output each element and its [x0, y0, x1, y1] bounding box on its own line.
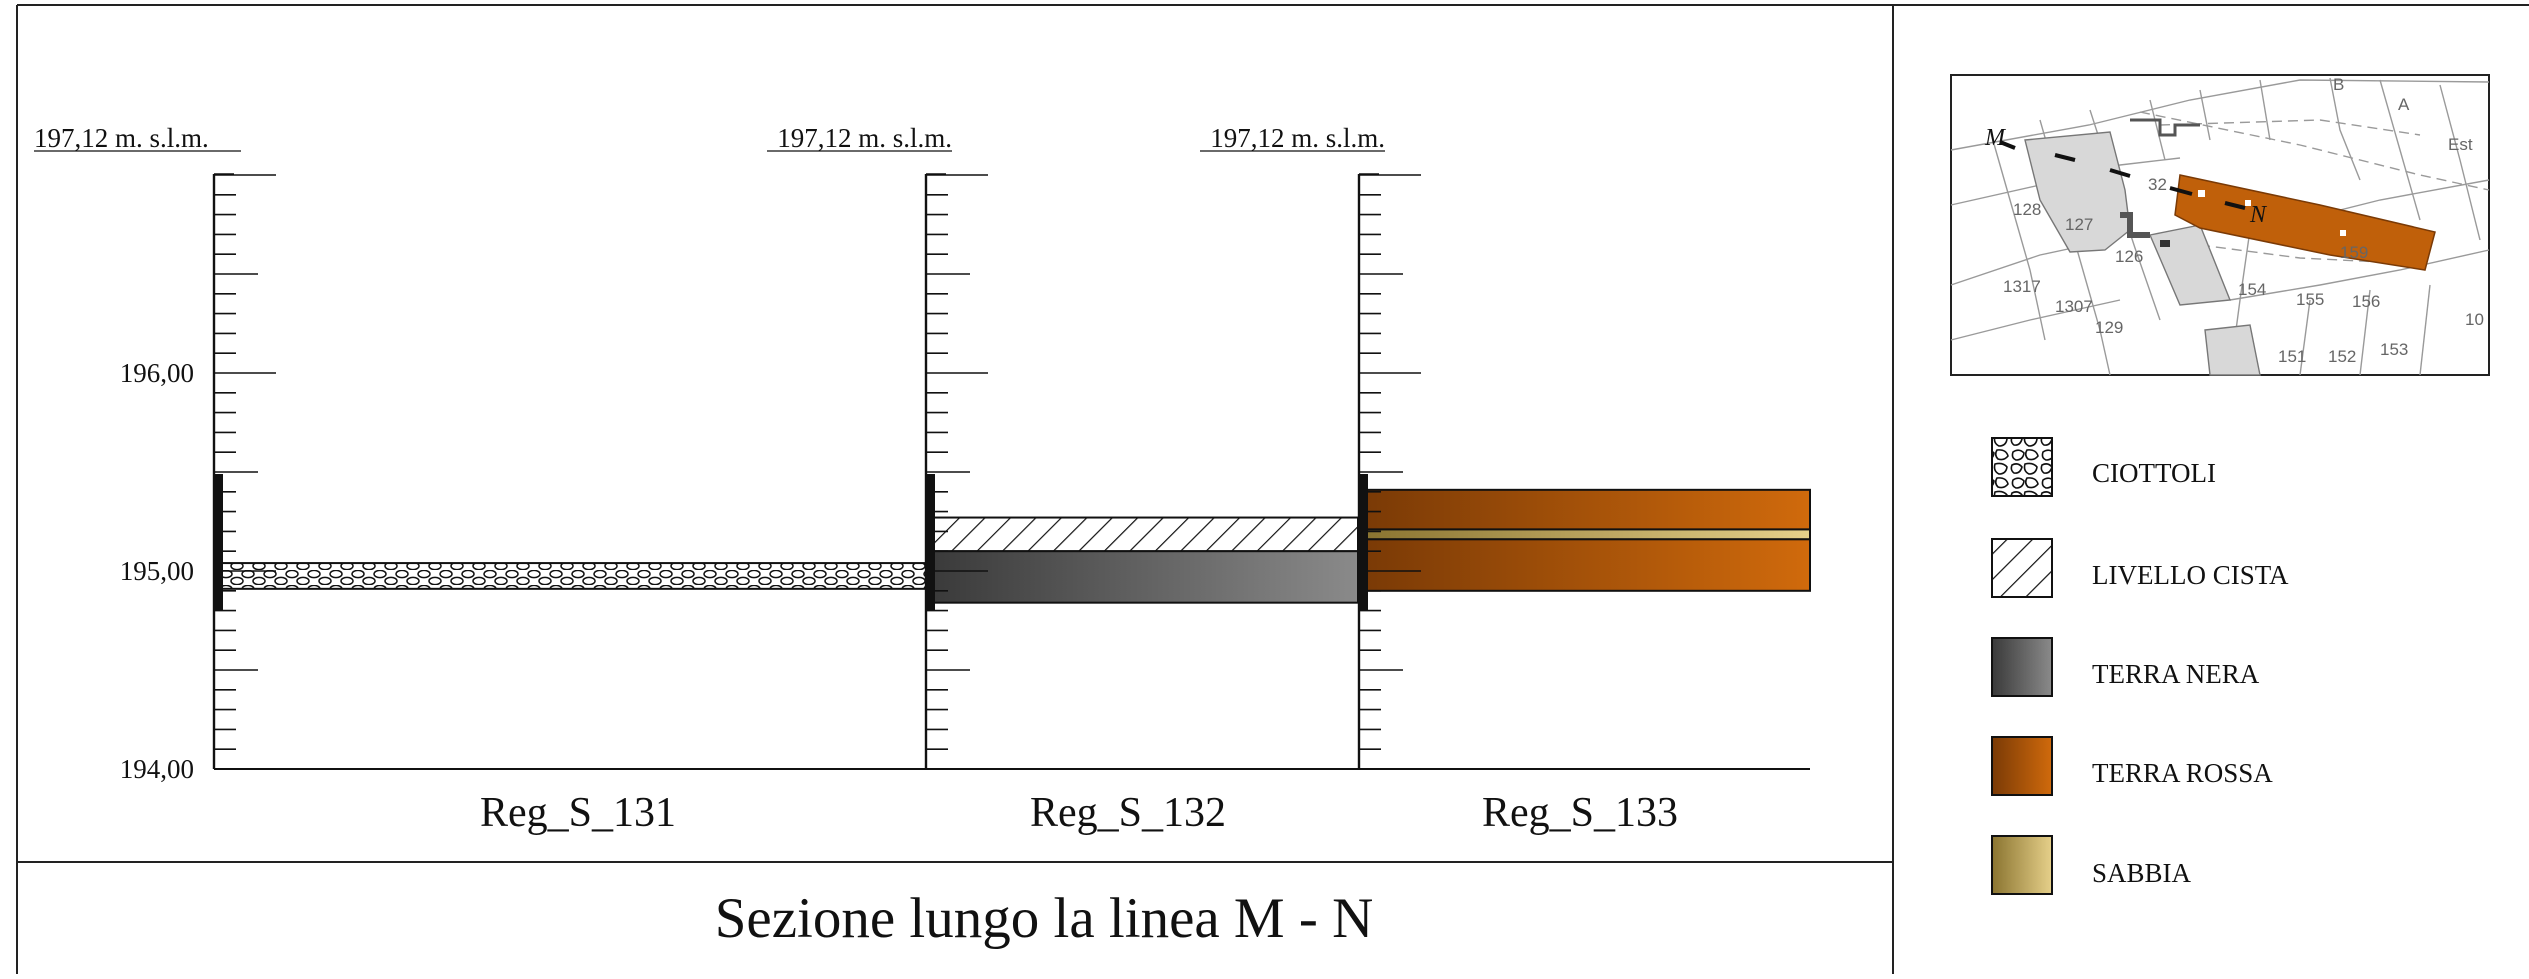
axis-tick-label: 196,00 [120, 358, 194, 388]
sample-interval-bar [1358, 474, 1368, 610]
section-reg-s-132: 197,12 m. s.l.m. Reg_S_132 [767, 123, 1359, 836]
map-cell-label: 10 [2465, 310, 2484, 329]
legend-swatch-ciottoli [1991, 437, 2053, 497]
sample-interval-bar [925, 474, 935, 610]
map-point-n: N [2249, 202, 2268, 228]
drawing-frame [16, 4, 2529, 974]
map-cell-label: 127 [2065, 215, 2093, 234]
legend-swatch-livello-cista [1991, 538, 2053, 598]
layer-ciottoli [218, 562, 928, 590]
axis-tick-label: 195,00 [120, 556, 194, 586]
top-elevation-label: 197,12 m. s.l.m. [777, 123, 952, 153]
legend-swatch-terra-rossa [1991, 736, 2053, 796]
map-cell-label: 155 [2296, 290, 2324, 309]
map-cell-label: 153 [2380, 340, 2408, 359]
section-title: Sezione lungo la linea M - N [715, 887, 1374, 950]
map-cell-label: Est [2448, 135, 2473, 154]
section-reg-s-131: 197,12 m. s.l.m. Reg_S_131 [34, 123, 928, 836]
layer-sabbia [1363, 528, 1811, 541]
section-label: Reg_S_131 [480, 790, 676, 836]
legend: CIOTTOLI LIVELLO CISTA TERRA NERA TERRA … [1991, 437, 2289, 895]
layer-livello-cista [930, 516, 1359, 553]
map-cell-label: 129 [2095, 318, 2123, 337]
map-cell-label: 159 [2340, 243, 2368, 262]
map-cell-label: 128 [2013, 200, 2041, 219]
map-point-m: M [1984, 125, 2007, 151]
map-cell-label: B [2333, 75, 2344, 94]
map-cell-label: 126 [2115, 247, 2143, 266]
legend-label-terra-rossa: TERRA ROSSA [2092, 758, 2273, 788]
legend-swatch-terra-nera [1991, 637, 2053, 697]
legend-label-ciottoli: CIOTTOLI [2092, 458, 2216, 488]
layer-terra-rossa [1363, 488, 1811, 531]
layer-terra-nera [930, 550, 1359, 604]
map-cell-label: 154 [2238, 280, 2266, 299]
sample-interval-bar [213, 474, 223, 610]
legend-label-sabbia: SABBIA [2092, 858, 2192, 888]
top-elevation-label: 197,12 m. s.l.m. [34, 123, 209, 153]
section-label: Reg_S_132 [1030, 790, 1226, 836]
map-cell-label: 32 [2148, 175, 2167, 194]
map-cell-label: 1307 [2055, 297, 2093, 316]
map-cell-label: 156 [2352, 292, 2380, 311]
map-cell-label: 152 [2328, 347, 2356, 366]
legend-label-terra-nera: TERRA NERA [2092, 659, 2260, 689]
map-cell-label: A [2398, 95, 2410, 114]
map-cell-label: 1317 [2003, 277, 2041, 296]
map-cell-label: 151 [2278, 347, 2306, 366]
axis-tick-label: 194,00 [120, 754, 194, 784]
layer-terra-rossa [1363, 538, 1811, 592]
legend-swatch-sabbia [1991, 835, 2053, 895]
section-reg-s-133: 197,12 m. s.l.m. Reg_S_133 [1200, 123, 1811, 836]
legend-label-livello-cista: LIVELLO CISTA [2092, 560, 2289, 590]
section-label: Reg_S_133 [1482, 790, 1678, 836]
top-elevation-label: 197,12 m. s.l.m. [1210, 123, 1385, 153]
